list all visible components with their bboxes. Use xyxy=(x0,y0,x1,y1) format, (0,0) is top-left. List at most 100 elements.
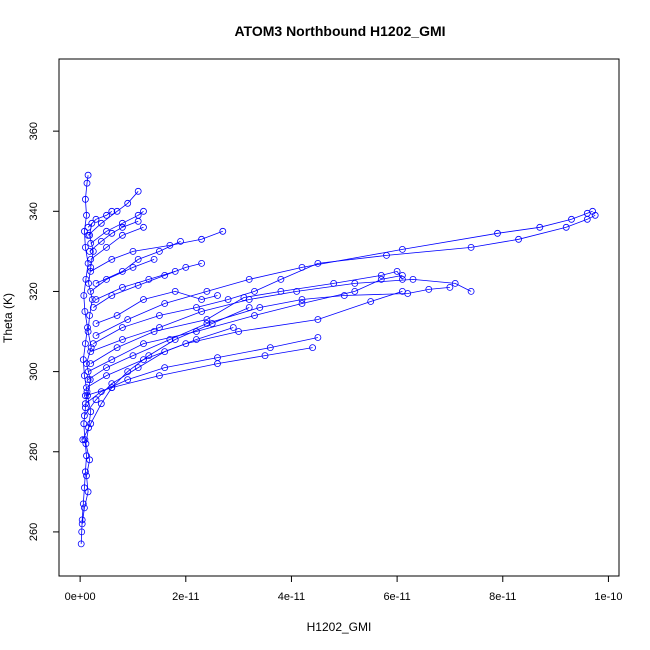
data-point xyxy=(467,243,475,251)
data-point xyxy=(161,300,169,307)
data-point xyxy=(536,223,544,231)
data-point xyxy=(87,255,95,263)
data-point xyxy=(88,296,96,303)
data-point xyxy=(124,376,132,384)
data-point xyxy=(87,420,95,428)
data-point xyxy=(198,308,206,315)
data-point xyxy=(377,271,385,279)
data-point xyxy=(81,372,88,380)
data-point xyxy=(113,312,121,319)
data-point xyxy=(87,239,95,247)
data-point xyxy=(277,275,285,283)
data-point xyxy=(108,229,116,237)
data-point xyxy=(83,384,90,392)
data-point xyxy=(235,328,243,335)
data-point xyxy=(198,235,206,243)
x-tick-label: 8e-11 xyxy=(489,591,516,603)
data-point xyxy=(192,336,200,343)
data-point xyxy=(140,356,147,364)
data-point xyxy=(87,360,95,368)
data-point xyxy=(84,223,92,231)
data-point xyxy=(203,316,211,323)
series-line xyxy=(90,278,472,352)
data-point xyxy=(92,279,100,287)
data-point xyxy=(87,263,95,271)
data-point xyxy=(261,352,269,360)
data-point xyxy=(86,312,93,319)
data-point xyxy=(192,328,200,335)
data-point xyxy=(89,340,97,348)
series-line xyxy=(87,287,450,380)
data-point xyxy=(155,312,163,319)
data-point xyxy=(124,316,132,323)
data-point xyxy=(251,287,258,295)
data-point xyxy=(150,255,158,263)
chart-title: ATOM3 Northbound H1202_GMI xyxy=(234,23,445,39)
data-point xyxy=(85,424,92,432)
data-point xyxy=(398,245,406,253)
series-line xyxy=(90,259,155,292)
y-axis: 260 280 300 320 340 360 xyxy=(28,122,60,541)
data-point xyxy=(467,287,475,295)
data-point xyxy=(119,324,126,331)
data-point xyxy=(81,308,89,315)
data-point xyxy=(97,219,105,227)
data-point xyxy=(298,263,306,271)
data-point xyxy=(214,360,221,368)
data-point xyxy=(103,364,110,372)
data-point xyxy=(86,247,93,255)
data-point xyxy=(203,287,211,295)
x-tick-label: 6e-11 xyxy=(383,591,410,603)
y-tick-label: 300 xyxy=(28,362,40,380)
data-point xyxy=(84,324,91,331)
series-group xyxy=(77,171,599,548)
series-line xyxy=(95,271,176,300)
series-line xyxy=(87,191,139,236)
data-point xyxy=(81,436,89,444)
data-point xyxy=(80,420,88,428)
data-point xyxy=(393,267,401,275)
data-point xyxy=(562,223,570,231)
data-point xyxy=(87,267,95,275)
data-point xyxy=(83,211,90,219)
data-point xyxy=(79,436,87,444)
data-point xyxy=(77,540,85,548)
data-point xyxy=(124,368,132,376)
series-line xyxy=(90,210,144,244)
data-point xyxy=(103,372,110,380)
series-line xyxy=(84,327,234,416)
data-point xyxy=(155,324,163,331)
data-point xyxy=(84,368,92,376)
data-point xyxy=(214,292,221,299)
y-tick-label: 280 xyxy=(28,443,40,461)
data-point xyxy=(425,285,433,293)
data-point xyxy=(79,500,87,508)
series-line xyxy=(85,347,313,397)
data-point xyxy=(83,360,90,368)
data-point xyxy=(182,263,190,271)
data-point xyxy=(340,292,348,299)
data-point xyxy=(245,296,253,303)
data-point xyxy=(92,320,100,327)
data-point xyxy=(82,468,89,476)
data-point xyxy=(88,219,96,227)
data-point xyxy=(87,287,95,295)
data-point xyxy=(87,344,95,352)
data-point xyxy=(97,237,105,245)
data-point xyxy=(266,344,274,352)
series-line xyxy=(89,220,139,252)
data-point xyxy=(78,528,86,536)
data-point xyxy=(103,275,110,283)
data-point xyxy=(84,231,92,239)
data-point xyxy=(80,292,88,299)
data-point xyxy=(124,199,132,207)
data-point xyxy=(309,344,317,352)
series-line xyxy=(87,275,403,372)
y-tick-label: 260 xyxy=(28,523,40,541)
data-point xyxy=(84,392,91,400)
data-point xyxy=(140,296,147,303)
data-point xyxy=(398,275,406,283)
y-tick-label: 340 xyxy=(28,202,40,220)
data-point xyxy=(245,275,253,283)
